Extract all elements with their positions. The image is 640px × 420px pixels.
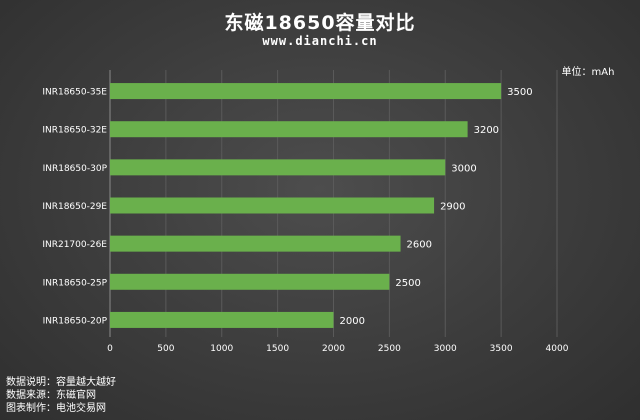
x-tick-label: 4000 [546, 344, 569, 354]
x-tick-label: 1000 [210, 344, 233, 354]
bar [110, 197, 435, 214]
bar [110, 83, 502, 100]
bar [110, 273, 390, 290]
data-label: 2900 [440, 202, 465, 213]
footer-data-source: 数据来源：东磁官网 [6, 390, 96, 401]
y-tick-label: INR18650-30P [43, 164, 108, 174]
x-tick-label: 2000 [322, 344, 345, 354]
data-label: 2500 [395, 278, 420, 289]
footer-data-description: 数据说明：容量越大越好 [6, 377, 116, 388]
chart-subtitle: www.dianchi.cn [262, 34, 378, 48]
y-tick-label: INR18650-20P [43, 316, 108, 326]
footer-notes: 数据说明：容量越大越好 数据来源：东磁官网 图表制作：电池交易网 [6, 376, 116, 415]
bar [110, 235, 401, 252]
x-tick-label: 3000 [434, 344, 457, 354]
bar [110, 311, 334, 328]
data-label: 3200 [474, 125, 499, 136]
y-tick-label: INR21700-26E [42, 240, 107, 250]
y-tick-label: INR18650-25P [43, 278, 108, 288]
x-tick-label: 1500 [266, 344, 289, 354]
data-label: 3500 [507, 87, 532, 98]
footer-chart-maker: 图表制作：电池交易网 [6, 403, 106, 414]
unit-label: 单位：mAh [562, 65, 615, 78]
data-label: 2000 [340, 316, 365, 327]
bar [110, 159, 446, 176]
y-tick-label: INR18650-29E [42, 202, 107, 212]
y-tick-label: INR18650-32E [42, 126, 107, 136]
data-label: 3000 [451, 163, 476, 174]
x-tick-label: 2500 [378, 344, 401, 354]
x-tick-label: 500 [157, 344, 174, 354]
bar [110, 121, 468, 138]
y-tick-label: INR18650-35E [42, 88, 107, 98]
x-tick-label: 3500 [490, 344, 513, 354]
data-label: 2600 [407, 240, 432, 251]
x-tick-label: 0 [107, 344, 113, 354]
chart-title: 东磁18650容量对比 [224, 12, 416, 34]
